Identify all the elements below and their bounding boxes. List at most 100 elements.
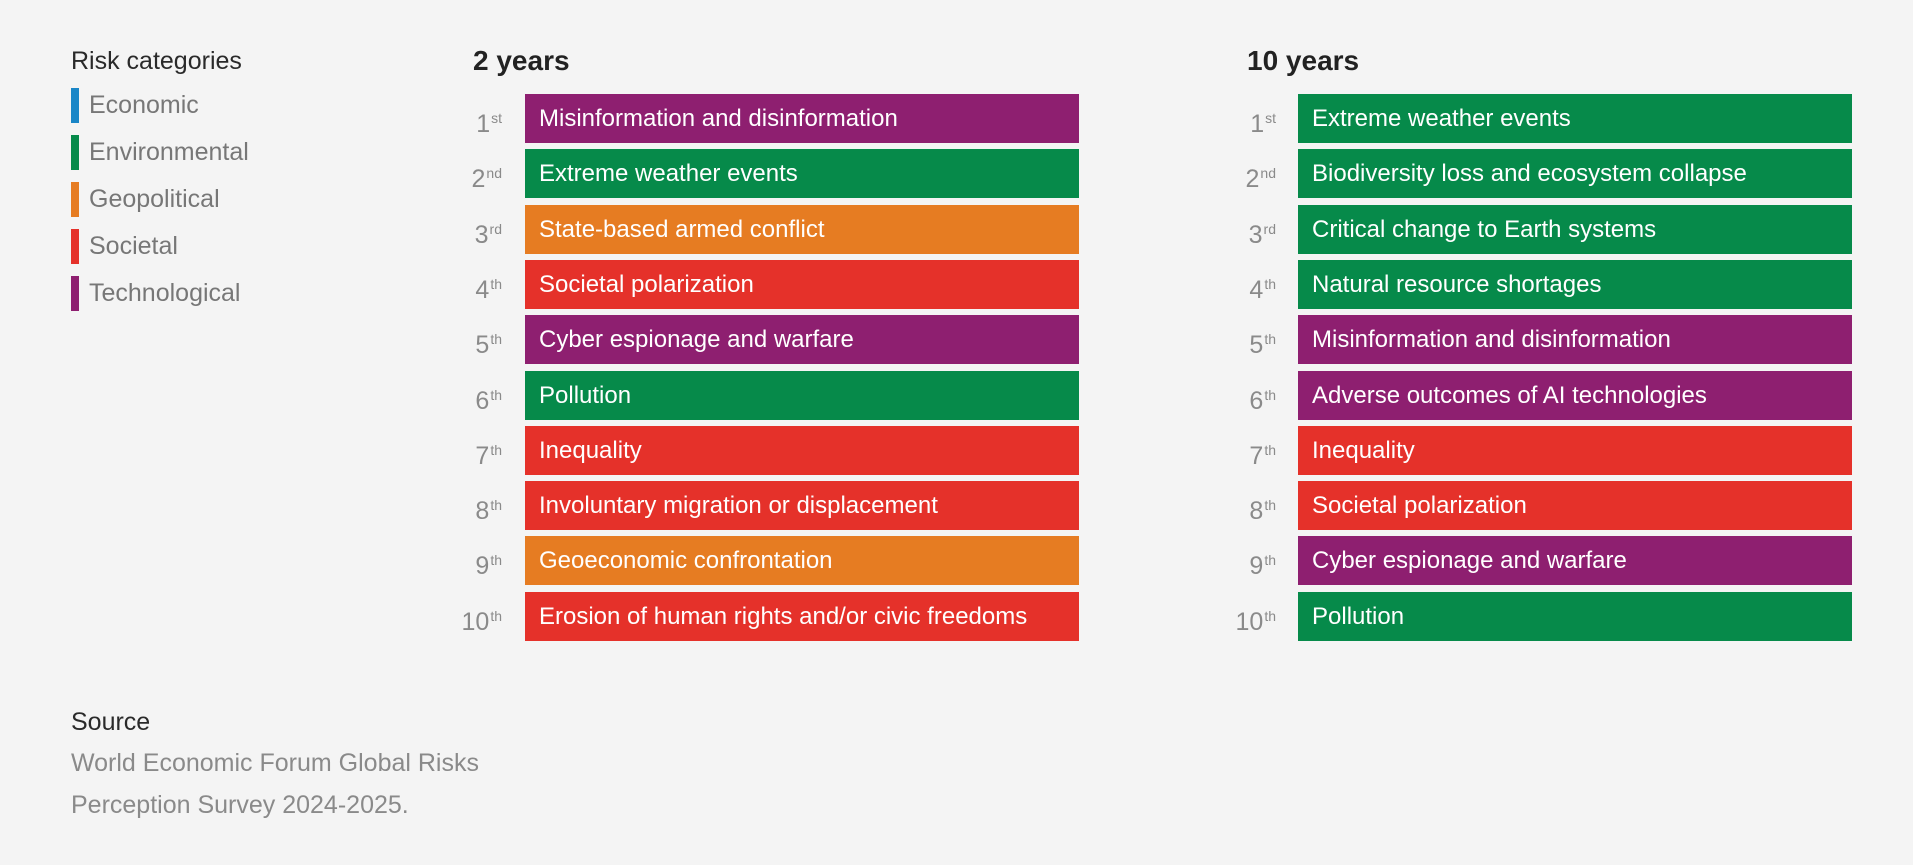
ranking-row: 7th Inequality <box>1234 425 1854 475</box>
rank-number: 5 <box>475 331 490 360</box>
rank-number: 4 <box>475 275 490 304</box>
legend-swatch-economic <box>71 88 79 123</box>
rank-label: 8th <box>1234 481 1276 530</box>
ranking-row: 8th Societal polarization <box>1234 481 1854 531</box>
risk-bar: Societal polarization <box>525 259 1079 309</box>
risk-bar: Pollution <box>525 370 1079 420</box>
ranking-row: 10th Erosion of human rights and/or civic… <box>460 591 1080 641</box>
risk-bar: Extreme weather events <box>525 149 1079 199</box>
risk-bar: Extreme weather events <box>1298 94 1852 143</box>
rank-number: 8 <box>1249 497 1264 526</box>
legend-label: Societal <box>89 232 178 260</box>
risk-bar: Inequality <box>1298 425 1852 475</box>
rank-label: 4th <box>1234 260 1276 309</box>
rank-number: 6 <box>475 386 490 415</box>
column-title-2-years: 2 years <box>473 45 570 76</box>
ranking-row: 7th Inequality <box>460 425 1080 475</box>
legend-item-technological: Technological <box>71 270 391 317</box>
rank-label: 1st <box>460 94 502 143</box>
risk-bar: Societal polarization <box>1298 481 1852 531</box>
rank-label: 6th <box>460 371 502 420</box>
source-note: Source World Economic Forum Global Risks… <box>71 702 531 826</box>
risk-bar: Cyber espionage and warfare <box>1298 536 1852 586</box>
ranking-row: 10th Pollution <box>1234 591 1854 641</box>
rank-number: 5 <box>1249 331 1264 360</box>
risk-bar: Critical change to Earth systems <box>1298 204 1852 254</box>
source-text: World Economic Forum Global Risks Percep… <box>71 749 479 819</box>
risk-bar: Misinformation and disinformation <box>525 94 1079 143</box>
rank-number: 2 <box>471 165 486 194</box>
rank-number: 1 <box>1250 110 1265 138</box>
legend-label: Geopolitical <box>89 185 220 213</box>
rank-label: 2nd <box>460 149 502 198</box>
risk-bar: Adverse outcomes of AI technologies <box>1298 370 1852 420</box>
legend-item-environmental: Environmental <box>71 129 391 176</box>
rank-suffix: th <box>490 386 502 403</box>
rank-label: 10th <box>460 592 503 641</box>
rank-suffix: th <box>1264 386 1276 403</box>
rank-label: 8th <box>460 481 502 530</box>
ranking-row: 9th Geoeconomic confrontation <box>460 536 1080 586</box>
rank-label: 9th <box>460 536 502 585</box>
ranking-row: 2nd Biodiversity loss and ecosystem colla… <box>1234 149 1854 199</box>
legend-swatch-environmental <box>71 135 79 170</box>
legend-item-geopolitical: Geopolitical <box>71 176 391 223</box>
rank-label: 5th <box>460 315 502 364</box>
rank-number: 3 <box>474 220 489 249</box>
rank-label: 7th <box>1234 426 1276 475</box>
risk-categories-legend: Risk categories Economic Environmental G… <box>71 44 391 317</box>
rank-label: 7th <box>460 426 502 475</box>
risk-bar: Misinformation and disinformation <box>1298 315 1852 365</box>
column-title-10-years: 10 years <box>1247 45 1360 76</box>
rank-label: 5th <box>1234 315 1276 364</box>
rank-suffix: nd <box>1260 165 1276 182</box>
risk-bar: Natural resource shortages <box>1298 259 1852 309</box>
risk-bar: Biodiversity loss and ecosystem collapse <box>1298 149 1852 199</box>
rank-suffix: st <box>1265 110 1276 126</box>
rank-suffix: th <box>490 331 502 348</box>
rank-label: 2nd <box>1234 149 1276 198</box>
rank-number: 10 <box>461 607 490 636</box>
rank-number: 7 <box>1249 441 1264 470</box>
risk-bar: Pollution <box>1298 591 1852 641</box>
risk-bar: Inequality <box>525 425 1079 475</box>
rank-suffix: th <box>490 607 502 624</box>
source-title: Source <box>71 708 151 736</box>
rank-label: 9th <box>1234 536 1276 585</box>
risk-bar: Cyber espionage and warfare <box>525 315 1079 365</box>
rank-suffix: nd <box>486 165 502 182</box>
legend-label: Economic <box>89 91 199 119</box>
ranking-row: 3rd Critical change to Earth systems <box>1234 204 1854 254</box>
legend-swatch-technological <box>71 276 79 311</box>
rank-label: 6th <box>1234 371 1276 420</box>
rank-number: 3 <box>1248 220 1263 249</box>
rank-number: 1 <box>476 110 491 138</box>
ranking-row: 2nd Extreme weather events <box>460 149 1080 199</box>
ranking-row: 3rd State-based armed conflict <box>460 204 1080 254</box>
rank-label: 4th <box>460 260 502 309</box>
rank-suffix: th <box>1264 552 1276 569</box>
rank-number: 10 <box>1235 607 1264 636</box>
rank-suffix: rd <box>1263 220 1276 237</box>
ranking-row: 4th Natural resource shortages <box>1234 259 1854 309</box>
legend-item-societal: Societal <box>71 223 391 270</box>
legend-label: Technological <box>89 279 241 307</box>
ranking-row: 5th Cyber espionage and warfare <box>460 315 1080 365</box>
ranking-row: 5th Misinformation and disinformation <box>1234 315 1854 365</box>
rank-number: 9 <box>475 552 490 581</box>
rank-suffix: th <box>1264 441 1276 458</box>
rank-number: 9 <box>1249 552 1264 581</box>
legend-swatch-societal <box>71 229 79 264</box>
rank-suffix: th <box>490 441 502 458</box>
ranking-row: 9th Cyber espionage and warfare <box>1234 536 1854 586</box>
rank-label: 3rd <box>1234 205 1276 254</box>
rank-suffix: rd <box>489 220 502 237</box>
legend-swatch-geopolitical <box>71 182 79 217</box>
ranking-row: 1st Extreme weather events <box>1234 94 1854 143</box>
rank-suffix: th <box>490 497 502 514</box>
rank-label: 3rd <box>460 205 502 254</box>
risk-bar: Involuntary migration or displacement <box>525 481 1079 531</box>
risk-bar: State-based armed conflict <box>525 204 1079 254</box>
rank-suffix: th <box>1264 497 1276 514</box>
rank-label: 10th <box>1234 592 1277 641</box>
